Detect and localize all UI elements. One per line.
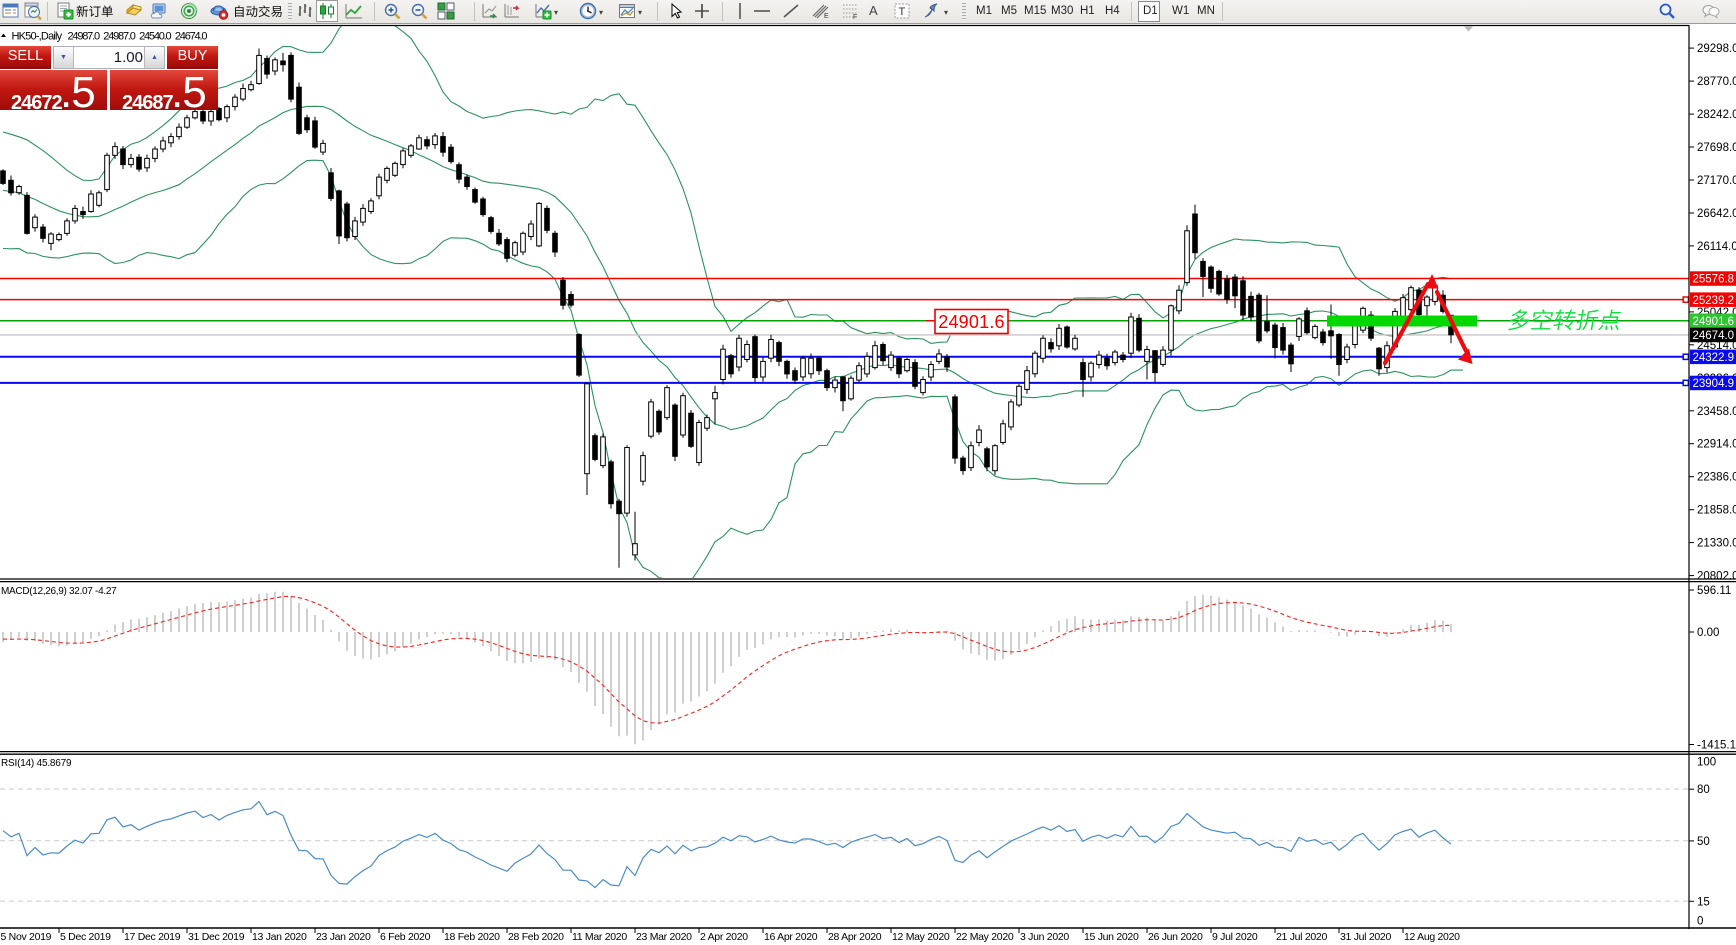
- svg-text:5 Dec 2019: 5 Dec 2019: [60, 931, 111, 943]
- svg-text:17 Dec 2019: 17 Dec 2019: [124, 931, 181, 943]
- svg-text:24674.0: 24674.0: [1693, 330, 1735, 342]
- svg-text:31 Dec 2019: 31 Dec 2019: [188, 931, 245, 943]
- svg-text:2 Apr 2020: 2 Apr 2020: [700, 931, 748, 943]
- svg-text:24322.9: 24322.9: [1693, 352, 1735, 364]
- svg-text:24540.0: 24540.0: [139, 31, 171, 43]
- svg-text:24514.0: 24514.0: [1697, 340, 1736, 352]
- svg-text:16 Apr 2020: 16 Apr 2020: [764, 931, 818, 943]
- svg-text:E: E: [824, 13, 829, 20]
- svg-text:80: 80: [1697, 784, 1710, 796]
- svg-text:24987.0: 24987.0: [103, 31, 135, 43]
- svg-text:15: 15: [1697, 896, 1710, 908]
- svg-text:22386.0: 22386.0: [1697, 472, 1736, 484]
- svg-text:6 Feb 2020: 6 Feb 2020: [380, 931, 431, 943]
- svg-text:12 Aug 2020: 12 Aug 2020: [1404, 931, 1460, 943]
- svg-text:27698.0: 27698.0: [1697, 142, 1736, 154]
- svg-text:20802.0: 20802.0: [1697, 571, 1736, 583]
- svg-text:5 Nov 2019: 5 Nov 2019: [1, 931, 52, 943]
- svg-text:26642.0: 26642.0: [1697, 208, 1736, 220]
- svg-text:T: T: [899, 6, 906, 18]
- svg-text:50: 50: [1697, 836, 1710, 848]
- svg-text:18 Feb 2020: 18 Feb 2020: [444, 931, 500, 943]
- svg-text:-1415.19: -1415.19: [1697, 740, 1736, 752]
- svg-text:21858.0: 21858.0: [1697, 505, 1736, 517]
- svg-text:23 Jan 2020: 23 Jan 2020: [316, 931, 371, 943]
- svg-text:21 Jul 2020: 21 Jul 2020: [1276, 931, 1327, 943]
- svg-text:23 Mar 2020: 23 Mar 2020: [636, 931, 692, 943]
- svg-text:26 Jun 2020: 26 Jun 2020: [1148, 931, 1203, 943]
- svg-text:25239.2: 25239.2: [1693, 295, 1735, 307]
- svg-text:MACD(12,26,9) 32.07 -4.27: MACD(12,26,9) 32.07 -4.27: [1, 586, 117, 597]
- svg-text:HK50-,Daily: HK50-,Daily: [12, 31, 63, 43]
- svg-text:12 May 2020: 12 May 2020: [892, 931, 950, 943]
- svg-text:23904.9: 23904.9: [1693, 378, 1735, 390]
- svg-text:24674.0: 24674.0: [175, 31, 207, 43]
- svg-text:100: 100: [1697, 756, 1716, 768]
- svg-text:26114.0: 26114.0: [1697, 241, 1736, 253]
- svg-text:24901.6: 24901.6: [938, 312, 1004, 332]
- svg-text:27170.0: 27170.0: [1697, 175, 1736, 187]
- svg-text:9 Jul 2020: 9 Jul 2020: [1212, 931, 1258, 943]
- svg-text:F: F: [853, 14, 857, 20]
- svg-text:0: 0: [1697, 916, 1703, 928]
- svg-text:3 Jun 2020: 3 Jun 2020: [1020, 931, 1069, 943]
- svg-text:RSI(14) 45.8679: RSI(14) 45.8679: [1, 758, 72, 769]
- svg-text:22 May 2020: 22 May 2020: [956, 931, 1014, 943]
- svg-text:28242.0: 28242.0: [1697, 109, 1736, 121]
- svg-text:25576.8: 25576.8: [1693, 274, 1735, 286]
- svg-text:596.11: 596.11: [1697, 585, 1731, 597]
- svg-text:13 Jan 2020: 13 Jan 2020: [252, 931, 307, 943]
- svg-text:29298.0: 29298.0: [1697, 43, 1736, 55]
- svg-text:24987.0: 24987.0: [68, 31, 100, 43]
- svg-text:31 Jul 2020: 31 Jul 2020: [1340, 931, 1391, 943]
- svg-text:28 Feb 2020: 28 Feb 2020: [508, 931, 564, 943]
- svg-text:23458.0: 23458.0: [1697, 406, 1736, 418]
- svg-text:0.00: 0.00: [1697, 627, 1719, 639]
- svg-text:11 Mar 2020: 11 Mar 2020: [572, 931, 627, 943]
- svg-text:28 Apr 2020: 28 Apr 2020: [828, 931, 882, 943]
- svg-text:15 Jun 2020: 15 Jun 2020: [1084, 931, 1139, 943]
- svg-text:21330.0: 21330.0: [1697, 538, 1736, 550]
- svg-text:24901.6: 24901.6: [1693, 316, 1735, 328]
- svg-text:22914.0: 22914.0: [1697, 439, 1736, 451]
- svg-text:28770.0: 28770.0: [1697, 76, 1736, 88]
